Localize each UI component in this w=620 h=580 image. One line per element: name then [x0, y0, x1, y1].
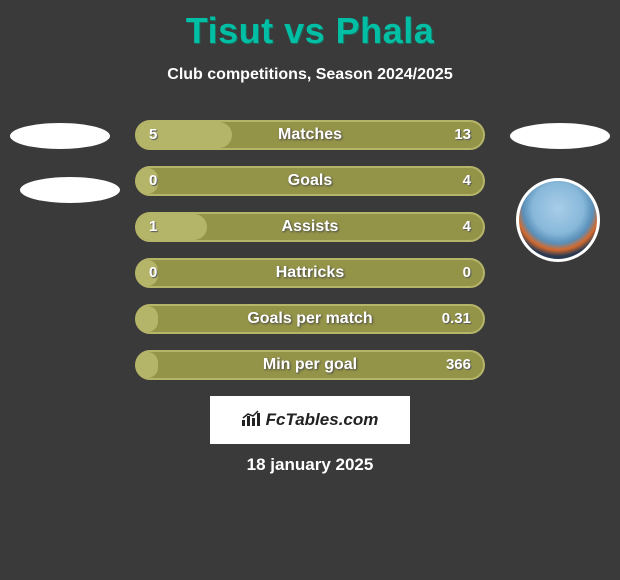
stat-label: Min per goal	[135, 350, 485, 380]
stat-right-value: 366	[446, 350, 471, 380]
team1-badge-placeholder-1	[10, 123, 110, 149]
stat-label: Assists	[135, 212, 485, 242]
stat-row: 0 Hattricks 0	[135, 258, 485, 288]
stat-row: 1 Assists 4	[135, 212, 485, 242]
team1-badge-placeholder-2	[20, 177, 120, 203]
stat-right-value: 4	[463, 166, 471, 196]
brand-text: FcTables.com	[266, 410, 379, 430]
stat-row: 5 Matches 13	[135, 120, 485, 150]
stats-bars: 5 Matches 13 0 Goals 4 1 Assists 4 0 Hat…	[135, 120, 485, 396]
stat-right-value: 13	[454, 120, 471, 150]
stat-row: Min per goal 366	[135, 350, 485, 380]
stat-label: Hattricks	[135, 258, 485, 288]
stat-label: Matches	[135, 120, 485, 150]
stat-row: Goals per match 0.31	[135, 304, 485, 334]
stat-row: 0 Goals 4	[135, 166, 485, 196]
team2-badge-placeholder-1	[510, 123, 610, 149]
team2-club-badge	[516, 178, 600, 262]
stat-right-value: 0.31	[442, 304, 471, 334]
stat-label: Goals per match	[135, 304, 485, 334]
brand-banner: FcTables.com	[210, 396, 410, 444]
stat-right-value: 4	[463, 212, 471, 242]
stat-right-value: 0	[463, 258, 471, 288]
stat-label: Goals	[135, 166, 485, 196]
page-title: Tisut vs Phala	[0, 0, 620, 52]
chart-icon	[242, 410, 262, 431]
subtitle: Club competitions, Season 2024/2025	[0, 66, 620, 84]
footer-date: 18 january 2025	[0, 455, 620, 475]
